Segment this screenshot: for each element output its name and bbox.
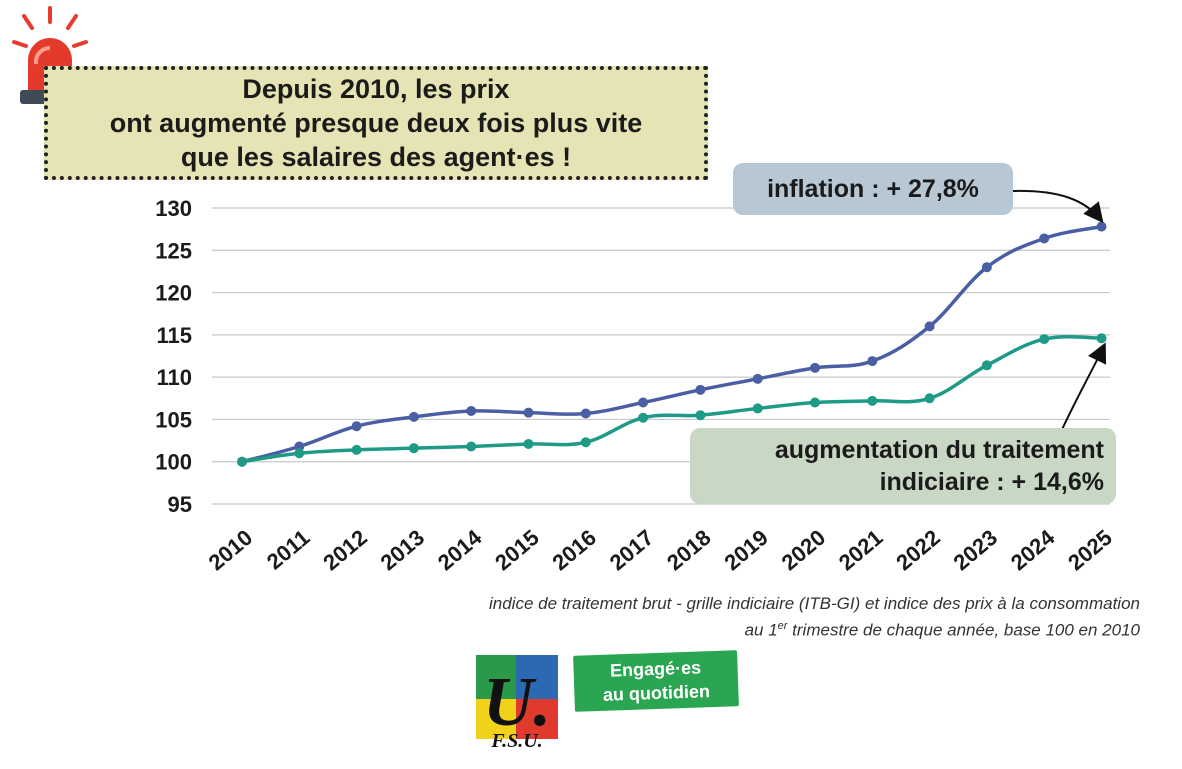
slogan-badge: Engagé·es au quotidien [573,650,739,712]
wage-data-point [695,410,706,421]
inflation-data-point [408,411,419,422]
wage-data-point [466,441,477,452]
inflation-data-point [580,408,591,419]
y-tick-label: 110 [157,365,193,390]
wage-data-point [351,444,362,455]
footnote-line-1: indice de traitement brut - grille indic… [489,594,1140,613]
x-tick-label: 2013 [376,525,430,576]
headline-line-3: que les salaires des agent·es ! [180,142,572,172]
wage-data-point [408,443,419,454]
y-tick-label: 95 [168,492,192,517]
wage-callout-line-2: indiciaire : + 14,6% [879,468,1104,496]
inflation-callout: inflation : + 27,8% [733,163,1013,215]
wage-data-point [1039,334,1050,345]
y-tick-label: 105 [155,407,192,432]
x-tick-label: 2012 [318,525,372,576]
y-tick-label: 100 [155,450,192,475]
wage-data-point [867,395,878,406]
headline-box: Depuis 2010, les prix ont augmenté presq… [44,66,708,180]
wage-data-point [580,437,591,448]
wage-data-point [1096,333,1107,344]
x-tick-label: 2022 [891,525,945,576]
y-tick-label: 115 [157,323,193,348]
inflation-data-point [695,384,706,395]
x-tick-label: 2015 [490,525,544,576]
x-tick-label: 2018 [662,525,716,576]
x-tick-label: 2010 [204,525,258,576]
logo-text: F.S.U. [491,730,543,752]
source-footnote: indice de traitement brut - grille indic… [240,592,1140,642]
wage-callout: augmentation du traitement indiciaire : … [690,428,1116,504]
wage-data-point [294,448,305,459]
wage-data-point [237,456,247,467]
inflation-series-line [241,224,1102,464]
x-tick-label: 2020 [777,525,831,576]
y-tick-label: 120 [155,281,192,306]
x-tick-label: 2024 [1006,524,1060,575]
headline-line-1: Depuis 2010, les prix [242,74,510,104]
footnote-line-2-end: trimestre de chaque année, base 100 en 2… [787,620,1140,640]
inflation-data-point [867,356,878,367]
x-tick-label: 2019 [719,525,773,576]
x-tick-label: 2025 [1063,525,1117,576]
wage-series-line [241,334,1102,464]
wage-data-point [523,438,534,449]
x-tick-label: 2014 [433,524,487,575]
headline-line-2: ont augmenté presque deux fois plus vite [109,108,643,138]
x-tick-label: 2021 [834,525,888,576]
x-tick-label: 2023 [949,525,1003,576]
inflation-data-point [638,397,649,408]
inflation-data-point [924,321,935,332]
x-tick-label: 2016 [547,525,601,576]
fsu-logo: U. [476,655,558,741]
wage-data-point [752,403,763,414]
logo-letter: U. [483,664,551,741]
wage-callout-line-1: augmentation du traitement [774,436,1104,464]
inflation-data-point [752,373,763,384]
wage-data-point [810,397,820,408]
inflation-data-point [351,421,362,432]
inflation-data-point [981,262,992,273]
inflation-data-point [466,405,477,416]
wage-data-point [638,412,649,423]
slogan-line-2: au quotidien [602,681,711,705]
footnote-superscript: er [777,620,788,632]
inflation-arrow [1012,189,1104,224]
inflation-data-point [810,362,820,373]
y-tick-label: 125 [155,238,192,263]
x-tick-label: 2011 [262,525,315,575]
y-tick-label: 130 [155,196,192,221]
wage-data-point [924,393,935,404]
inflation-data-point [1096,221,1107,232]
x-tick-label: 2017 [605,525,659,576]
footnote-line-2: au 1er trimestre de chaque année, base 1… [240,615,1140,642]
inflation-data-point [523,407,534,418]
footnote-line-2-start: au 1 [744,620,778,640]
wage-data-point [981,360,992,371]
inflation-data-point [1039,233,1050,244]
